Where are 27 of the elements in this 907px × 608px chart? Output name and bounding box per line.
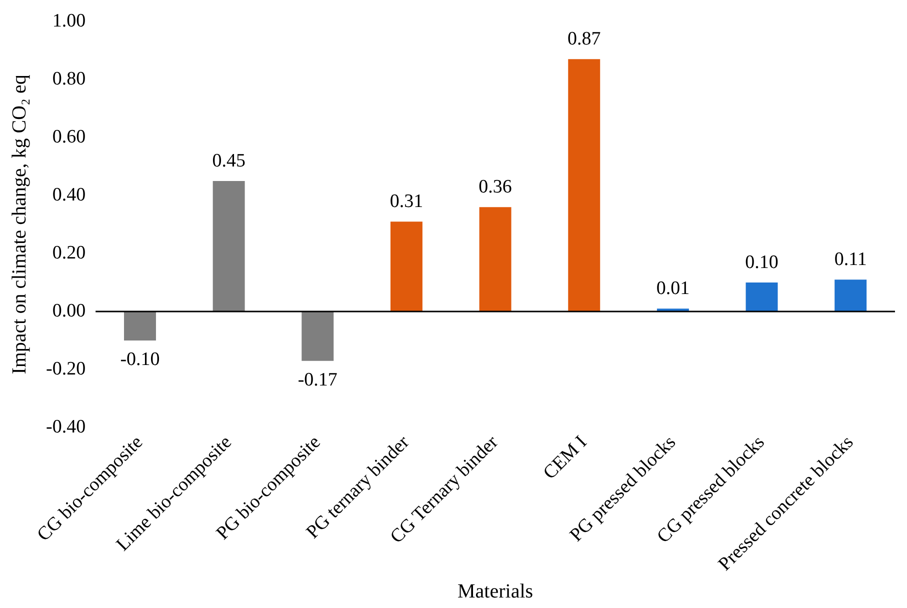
data-label: 0.31 [390,191,424,212]
y-axis-title: Impact on climate change, kg CO₂ eq [8,74,30,374]
bar [568,59,600,312]
bar [746,282,778,312]
bar [212,180,245,312]
y-tick-label: 1.00 [52,10,86,32]
data-label: 0.87 [567,28,601,50]
y-tick-label: 0.20 [52,242,86,264]
data-label: -0.10 [120,348,160,370]
bar [479,207,512,312]
bar [390,222,422,312]
data-label: 0.01 [656,278,690,300]
data-label: 0.36 [478,176,512,198]
bar [302,312,334,361]
data-label: 0.11 [834,249,867,270]
data-label: -0.17 [298,369,338,390]
data-label: 0.10 [745,252,778,273]
y-tick-label: -0.40 [46,416,86,438]
data-label: 0.45 [212,150,246,172]
x-axis-title: Materials [458,580,534,602]
bar [124,312,156,341]
y-tick-label: 0.60 [52,126,86,148]
y-tick-label: -0.20 [46,358,86,380]
y-tick-label: 0.00 [52,300,86,322]
y-tick-label: 0.40 [52,184,86,206]
bar [834,280,867,312]
y-tick-label: 0.80 [52,68,86,90]
